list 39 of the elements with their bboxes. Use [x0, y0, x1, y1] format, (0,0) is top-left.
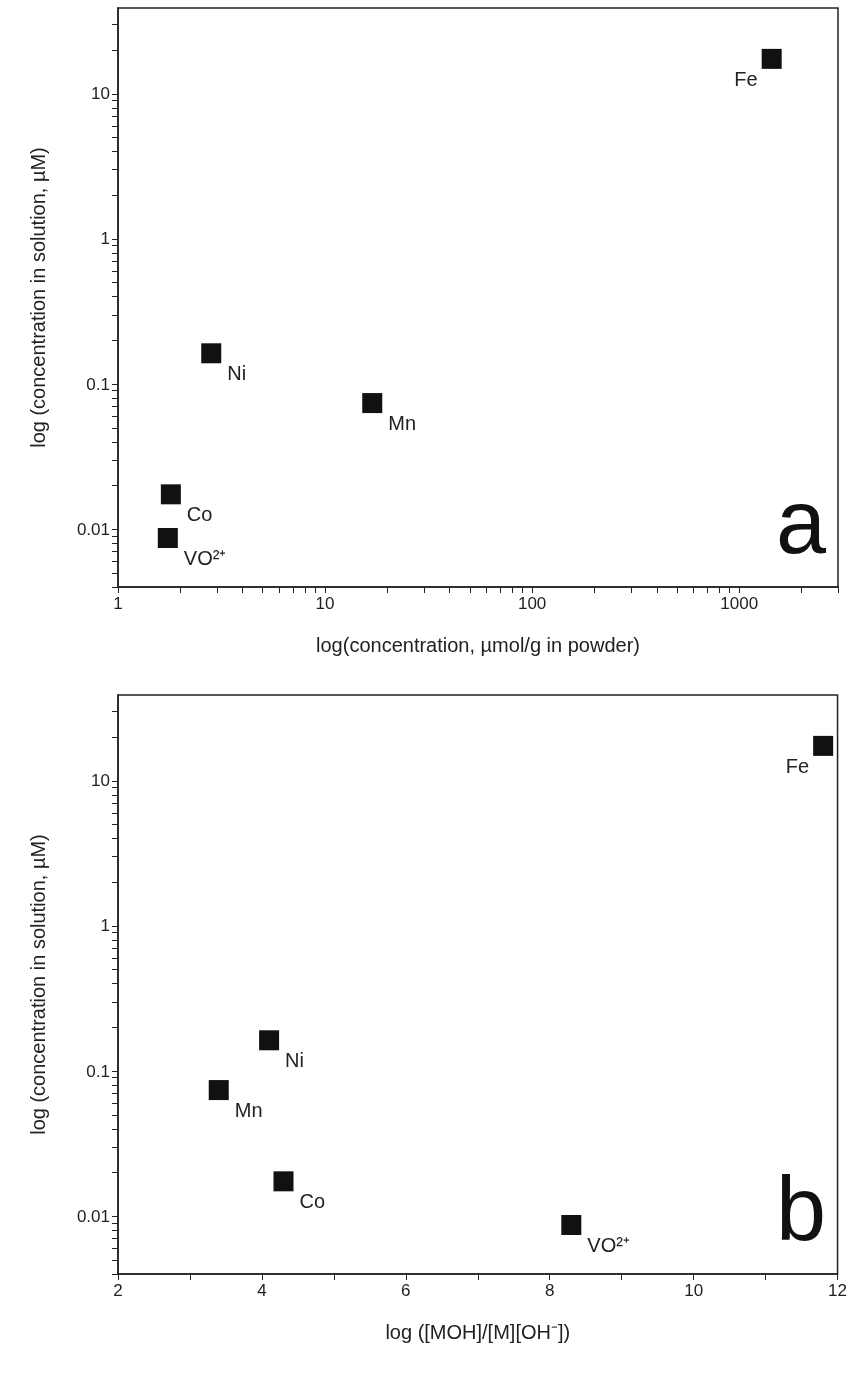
annotation: Fe: [785, 754, 810, 777]
annotation: VO²⁺: [587, 1234, 630, 1257]
y-axis-title: log (concentration in solution, µM): [27, 834, 49, 1135]
point: [259, 1030, 280, 1051]
annotation: Co: [186, 503, 213, 526]
x-tick-label: 1000: [720, 594, 759, 613]
annotation: Co: [299, 1190, 326, 1213]
annotation: a: [775, 472, 827, 572]
point: [208, 1080, 229, 1101]
annotation: Mn: [234, 1099, 263, 1122]
y-tick-label: 0.01: [76, 519, 110, 539]
y-tick-label: 0.1: [86, 1061, 110, 1081]
x-tick-label: 10: [315, 594, 335, 613]
x-tick-label: 10: [684, 1281, 704, 1300]
x-tick-label: 100: [517, 594, 547, 613]
x-tick-label: 2: [113, 1281, 123, 1300]
y-tick-label: 10: [91, 84, 110, 104]
annotation: b: [775, 1159, 827, 1259]
x-axis-title: log ([MOH]/[M][OH⁻]): [385, 1321, 571, 1343]
x-axis-title: log(concentration, µmol/g in powder): [316, 634, 640, 656]
annotation: Ni: [285, 1049, 304, 1072]
annotation: Mn: [388, 412, 417, 435]
point: [813, 735, 834, 756]
annotation: Ni: [227, 362, 247, 385]
annotation: VO²⁺: [183, 547, 227, 570]
y-tick-label: 0.01: [76, 1206, 110, 1226]
x-tick-label: 12: [828, 1281, 848, 1300]
y-tick-label: 1: [100, 229, 110, 249]
x-tick-label: 6: [401, 1281, 411, 1300]
x-tick-label: 4: [257, 1281, 267, 1300]
y-tick-label: 10: [91, 771, 110, 791]
y-axis-title: log (concentration in solution, µM): [27, 147, 49, 448]
y-tick-label: 0.1: [86, 374, 110, 394]
point: [561, 1215, 582, 1236]
x-tick-label: 8: [544, 1281, 555, 1300]
annotation: Fe: [734, 67, 758, 90]
x-tick-label: 1: [113, 594, 123, 613]
point: [273, 1171, 294, 1192]
y-tick-label: 1: [100, 916, 110, 936]
